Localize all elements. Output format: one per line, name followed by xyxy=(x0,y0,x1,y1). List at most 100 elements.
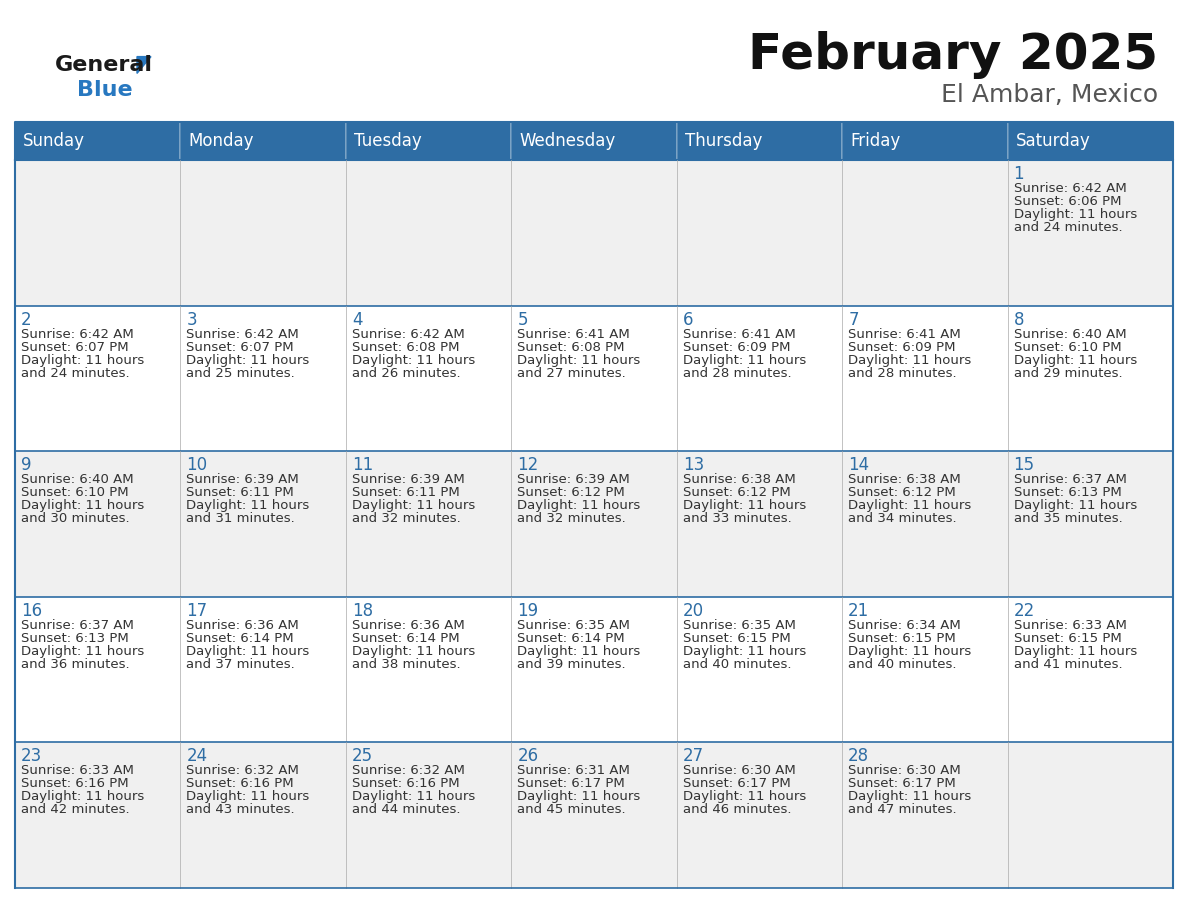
Text: Daylight: 11 hours: Daylight: 11 hours xyxy=(1013,499,1137,512)
Text: Sunrise: 6:32 AM: Sunrise: 6:32 AM xyxy=(352,765,465,778)
Text: Sunrise: 6:36 AM: Sunrise: 6:36 AM xyxy=(352,619,465,632)
Bar xyxy=(181,306,346,452)
Bar xyxy=(842,306,1007,452)
Bar xyxy=(842,122,1007,160)
Text: Monday: Monday xyxy=(189,132,254,150)
Text: Sunrise: 6:37 AM: Sunrise: 6:37 AM xyxy=(1013,473,1126,487)
Text: Daylight: 11 hours: Daylight: 11 hours xyxy=(1013,353,1137,366)
Text: Daylight: 11 hours: Daylight: 11 hours xyxy=(683,644,805,658)
Text: and 46 minutes.: and 46 minutes. xyxy=(683,803,791,816)
Bar xyxy=(346,597,511,743)
Bar xyxy=(511,743,677,888)
Text: Sunset: 6:12 PM: Sunset: 6:12 PM xyxy=(517,487,625,499)
Text: Sunrise: 6:35 AM: Sunrise: 6:35 AM xyxy=(517,619,630,632)
Text: Sunset: 6:15 PM: Sunset: 6:15 PM xyxy=(1013,632,1121,644)
Bar xyxy=(511,160,677,306)
Text: and 37 minutes.: and 37 minutes. xyxy=(187,658,295,671)
Text: Sunrise: 6:30 AM: Sunrise: 6:30 AM xyxy=(848,765,961,778)
Bar xyxy=(511,597,677,743)
Bar xyxy=(181,452,346,597)
Text: 15: 15 xyxy=(1013,456,1035,475)
Bar xyxy=(181,597,346,743)
Bar xyxy=(346,160,511,306)
Text: Sunrise: 6:34 AM: Sunrise: 6:34 AM xyxy=(848,619,961,632)
Text: and 45 minutes.: and 45 minutes. xyxy=(517,803,626,816)
Text: 5: 5 xyxy=(517,310,527,329)
Text: and 39 minutes.: and 39 minutes. xyxy=(517,658,626,671)
Text: Sunrise: 6:31 AM: Sunrise: 6:31 AM xyxy=(517,765,630,778)
Text: 27: 27 xyxy=(683,747,703,766)
Bar xyxy=(511,452,677,597)
Text: Sunrise: 6:39 AM: Sunrise: 6:39 AM xyxy=(187,473,299,487)
Text: and 40 minutes.: and 40 minutes. xyxy=(848,658,956,671)
Text: and 44 minutes.: and 44 minutes. xyxy=(352,803,461,816)
Bar xyxy=(181,122,346,160)
Text: Sunset: 6:15 PM: Sunset: 6:15 PM xyxy=(848,632,956,644)
Text: Daylight: 11 hours: Daylight: 11 hours xyxy=(187,499,310,512)
Bar xyxy=(677,306,842,452)
Text: Daylight: 11 hours: Daylight: 11 hours xyxy=(21,499,144,512)
Text: Daylight: 11 hours: Daylight: 11 hours xyxy=(683,790,805,803)
Text: 28: 28 xyxy=(848,747,870,766)
Bar xyxy=(1007,452,1173,597)
Bar xyxy=(346,122,511,160)
Text: and 32 minutes.: and 32 minutes. xyxy=(517,512,626,525)
Text: 14: 14 xyxy=(848,456,870,475)
Text: Saturday: Saturday xyxy=(1016,132,1091,150)
Text: Daylight: 11 hours: Daylight: 11 hours xyxy=(683,353,805,366)
Text: Daylight: 11 hours: Daylight: 11 hours xyxy=(352,644,475,658)
Text: and 32 minutes.: and 32 minutes. xyxy=(352,512,461,525)
Text: 7: 7 xyxy=(848,310,859,329)
Text: and 47 minutes.: and 47 minutes. xyxy=(848,803,956,816)
Polygon shape xyxy=(137,57,151,73)
Bar xyxy=(346,306,511,452)
Text: 20: 20 xyxy=(683,602,703,620)
Text: and 27 minutes.: and 27 minutes. xyxy=(517,366,626,380)
Text: Sunset: 6:08 PM: Sunset: 6:08 PM xyxy=(352,341,460,353)
Text: Sunrise: 6:38 AM: Sunrise: 6:38 AM xyxy=(683,473,796,487)
Text: Daylight: 11 hours: Daylight: 11 hours xyxy=(21,644,144,658)
Bar xyxy=(511,306,677,452)
Text: Sunset: 6:09 PM: Sunset: 6:09 PM xyxy=(848,341,955,353)
Text: General: General xyxy=(55,55,153,75)
Text: and 24 minutes.: and 24 minutes. xyxy=(21,366,129,380)
Text: Daylight: 11 hours: Daylight: 11 hours xyxy=(517,353,640,366)
Text: Sunset: 6:08 PM: Sunset: 6:08 PM xyxy=(517,341,625,353)
Bar xyxy=(15,160,181,306)
Text: February 2025: February 2025 xyxy=(748,31,1158,79)
Text: 23: 23 xyxy=(21,747,43,766)
Bar xyxy=(1007,597,1173,743)
Text: Daylight: 11 hours: Daylight: 11 hours xyxy=(848,353,972,366)
Text: Daylight: 11 hours: Daylight: 11 hours xyxy=(187,353,310,366)
Text: Sunset: 6:09 PM: Sunset: 6:09 PM xyxy=(683,341,790,353)
Text: Daylight: 11 hours: Daylight: 11 hours xyxy=(1013,644,1137,658)
Text: Daylight: 11 hours: Daylight: 11 hours xyxy=(517,790,640,803)
Bar xyxy=(511,122,677,160)
Text: 16: 16 xyxy=(21,602,42,620)
Text: Sunset: 6:17 PM: Sunset: 6:17 PM xyxy=(517,778,625,790)
Text: Sunset: 6:12 PM: Sunset: 6:12 PM xyxy=(848,487,956,499)
Text: Sunset: 6:15 PM: Sunset: 6:15 PM xyxy=(683,632,790,644)
Text: Sunrise: 6:36 AM: Sunrise: 6:36 AM xyxy=(187,619,299,632)
Text: Sunrise: 6:42 AM: Sunrise: 6:42 AM xyxy=(1013,182,1126,195)
Text: 9: 9 xyxy=(21,456,32,475)
Bar xyxy=(346,743,511,888)
Text: and 25 minutes.: and 25 minutes. xyxy=(187,366,295,380)
Bar xyxy=(677,743,842,888)
Text: Sunset: 6:14 PM: Sunset: 6:14 PM xyxy=(187,632,295,644)
Text: and 26 minutes.: and 26 minutes. xyxy=(352,366,461,380)
Text: Sunrise: 6:42 AM: Sunrise: 6:42 AM xyxy=(187,328,299,341)
Bar xyxy=(15,306,181,452)
Bar xyxy=(1007,122,1173,160)
Text: and 31 minutes.: and 31 minutes. xyxy=(187,512,295,525)
Text: 6: 6 xyxy=(683,310,694,329)
Text: 10: 10 xyxy=(187,456,208,475)
Bar xyxy=(1007,743,1173,888)
Text: Sunset: 6:10 PM: Sunset: 6:10 PM xyxy=(21,487,128,499)
Text: 2: 2 xyxy=(21,310,32,329)
Bar xyxy=(1007,160,1173,306)
Bar xyxy=(346,452,511,597)
Text: 12: 12 xyxy=(517,456,538,475)
Bar xyxy=(677,122,842,160)
Text: Sunset: 6:13 PM: Sunset: 6:13 PM xyxy=(1013,487,1121,499)
